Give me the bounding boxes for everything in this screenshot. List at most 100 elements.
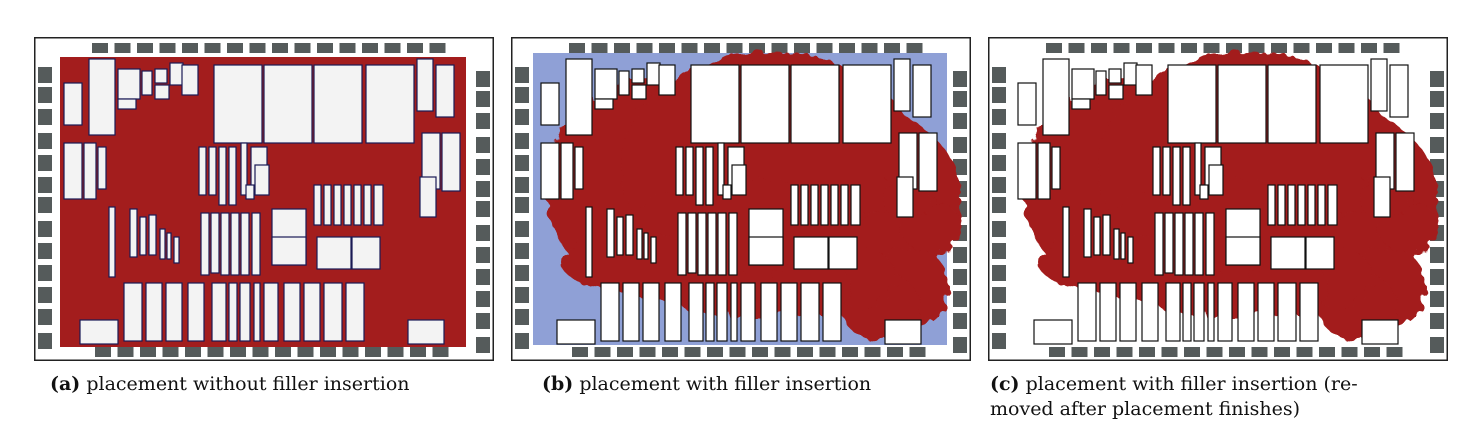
macro-block bbox=[323, 184, 332, 226]
macro-block bbox=[722, 184, 732, 200]
caption-c-text-line1: placement with filler insertion (re- bbox=[1025, 373, 1358, 395]
macro-block bbox=[181, 64, 199, 96]
macro-block bbox=[1037, 142, 1051, 200]
io-pad-top bbox=[591, 43, 608, 53]
io-pad-left bbox=[992, 133, 1006, 149]
macro-block bbox=[263, 64, 313, 144]
macro-block bbox=[159, 228, 166, 260]
io-pad-bottom bbox=[707, 347, 723, 357]
macro-block bbox=[351, 236, 381, 270]
io-pad-right bbox=[1430, 291, 1444, 307]
macro-block bbox=[1194, 212, 1204, 276]
io-pads bbox=[38, 43, 490, 357]
macro-block bbox=[830, 184, 839, 226]
macro-block bbox=[1123, 62, 1138, 86]
io-pad-top bbox=[362, 43, 378, 53]
macro-block bbox=[1270, 236, 1306, 270]
io-pad-right bbox=[476, 337, 490, 353]
macro-block bbox=[1033, 319, 1073, 345]
io-pad-bottom bbox=[1094, 347, 1110, 357]
macro-block bbox=[1141, 282, 1159, 342]
io-pad-right bbox=[1430, 247, 1444, 263]
io-pad-top bbox=[249, 43, 266, 53]
io-pad-left bbox=[515, 333, 529, 349]
macro-block bbox=[594, 98, 614, 110]
macro-block bbox=[1135, 64, 1153, 96]
io-pad-left bbox=[992, 177, 1006, 193]
io-pad-top bbox=[294, 43, 311, 53]
io-pad-bottom bbox=[1341, 347, 1358, 357]
macro-block bbox=[117, 98, 137, 110]
io-pad-right bbox=[476, 71, 490, 87]
io-pad-left bbox=[38, 133, 52, 149]
io-pad-bottom bbox=[275, 347, 291, 357]
macro-block bbox=[840, 184, 849, 226]
macro-block bbox=[643, 232, 649, 260]
io-pad-right bbox=[476, 313, 490, 329]
io-pad-left bbox=[515, 87, 529, 103]
io-pad-left bbox=[38, 87, 52, 103]
cell-cluster bbox=[1038, 232, 1178, 292]
io-pad-top bbox=[227, 43, 243, 53]
io-pad-bottom bbox=[1296, 347, 1313, 357]
io-pad-left bbox=[515, 133, 529, 149]
macro-block bbox=[600, 282, 620, 342]
macro-block bbox=[211, 282, 227, 342]
panel-b-layout bbox=[511, 37, 971, 361]
macro-block bbox=[748, 236, 784, 266]
io-pad-left bbox=[515, 109, 529, 125]
io-pad-bottom bbox=[117, 347, 134, 357]
macro-block bbox=[1217, 282, 1233, 342]
io-pad-top bbox=[749, 43, 765, 53]
macro-block bbox=[677, 212, 687, 276]
macro-block bbox=[1119, 282, 1137, 342]
macro-block bbox=[1071, 98, 1091, 110]
io-pad-bottom bbox=[594, 347, 611, 357]
caption-a-text: placement without filler insertion bbox=[86, 373, 410, 395]
macro-block bbox=[642, 282, 660, 342]
io-pad-bottom bbox=[1364, 347, 1380, 357]
io-pad-right bbox=[1430, 159, 1444, 175]
macro-block bbox=[208, 146, 217, 196]
io-pad-top bbox=[1091, 43, 1107, 53]
macro-block bbox=[1182, 282, 1192, 342]
macro-block bbox=[1077, 282, 1097, 342]
io-pad-top bbox=[816, 43, 833, 53]
io-pad-bottom bbox=[230, 347, 246, 357]
io-pad-left bbox=[992, 197, 1006, 213]
macro-block bbox=[565, 58, 593, 136]
io-pad-top bbox=[1338, 43, 1355, 53]
io-pad-top bbox=[1068, 43, 1085, 53]
io-pad-top bbox=[1248, 43, 1265, 53]
io-pad-left bbox=[515, 309, 529, 325]
macro-block bbox=[419, 176, 437, 218]
io-pad-right bbox=[476, 181, 490, 197]
io-pad-top bbox=[182, 43, 198, 53]
io-pad-right bbox=[476, 291, 490, 307]
macro-block bbox=[800, 184, 809, 226]
macro-block bbox=[1205, 212, 1215, 276]
io-pad-top bbox=[92, 43, 108, 53]
macro-block bbox=[618, 70, 630, 96]
macro-block bbox=[1095, 70, 1107, 96]
macro-block bbox=[705, 146, 714, 206]
io-pad-right bbox=[476, 269, 490, 285]
io-pad-bottom bbox=[207, 347, 224, 357]
macro-block bbox=[740, 282, 756, 342]
io-pad-left bbox=[38, 309, 52, 325]
macro-block bbox=[1327, 184, 1338, 226]
macro-block bbox=[850, 184, 861, 226]
io-pad-top bbox=[1203, 43, 1220, 53]
io-pad-top bbox=[614, 43, 630, 53]
macro-block bbox=[790, 64, 840, 144]
macro-block bbox=[631, 84, 647, 100]
macro-block bbox=[636, 228, 643, 260]
macro-block bbox=[1162, 146, 1171, 196]
io-pad-left bbox=[992, 287, 1006, 303]
io-pad-top bbox=[636, 43, 653, 53]
macro-block bbox=[884, 319, 922, 345]
io-pad-left bbox=[38, 155, 52, 171]
cell-cluster bbox=[561, 232, 701, 292]
macro-block bbox=[810, 184, 819, 226]
io-pad-left bbox=[38, 221, 52, 237]
